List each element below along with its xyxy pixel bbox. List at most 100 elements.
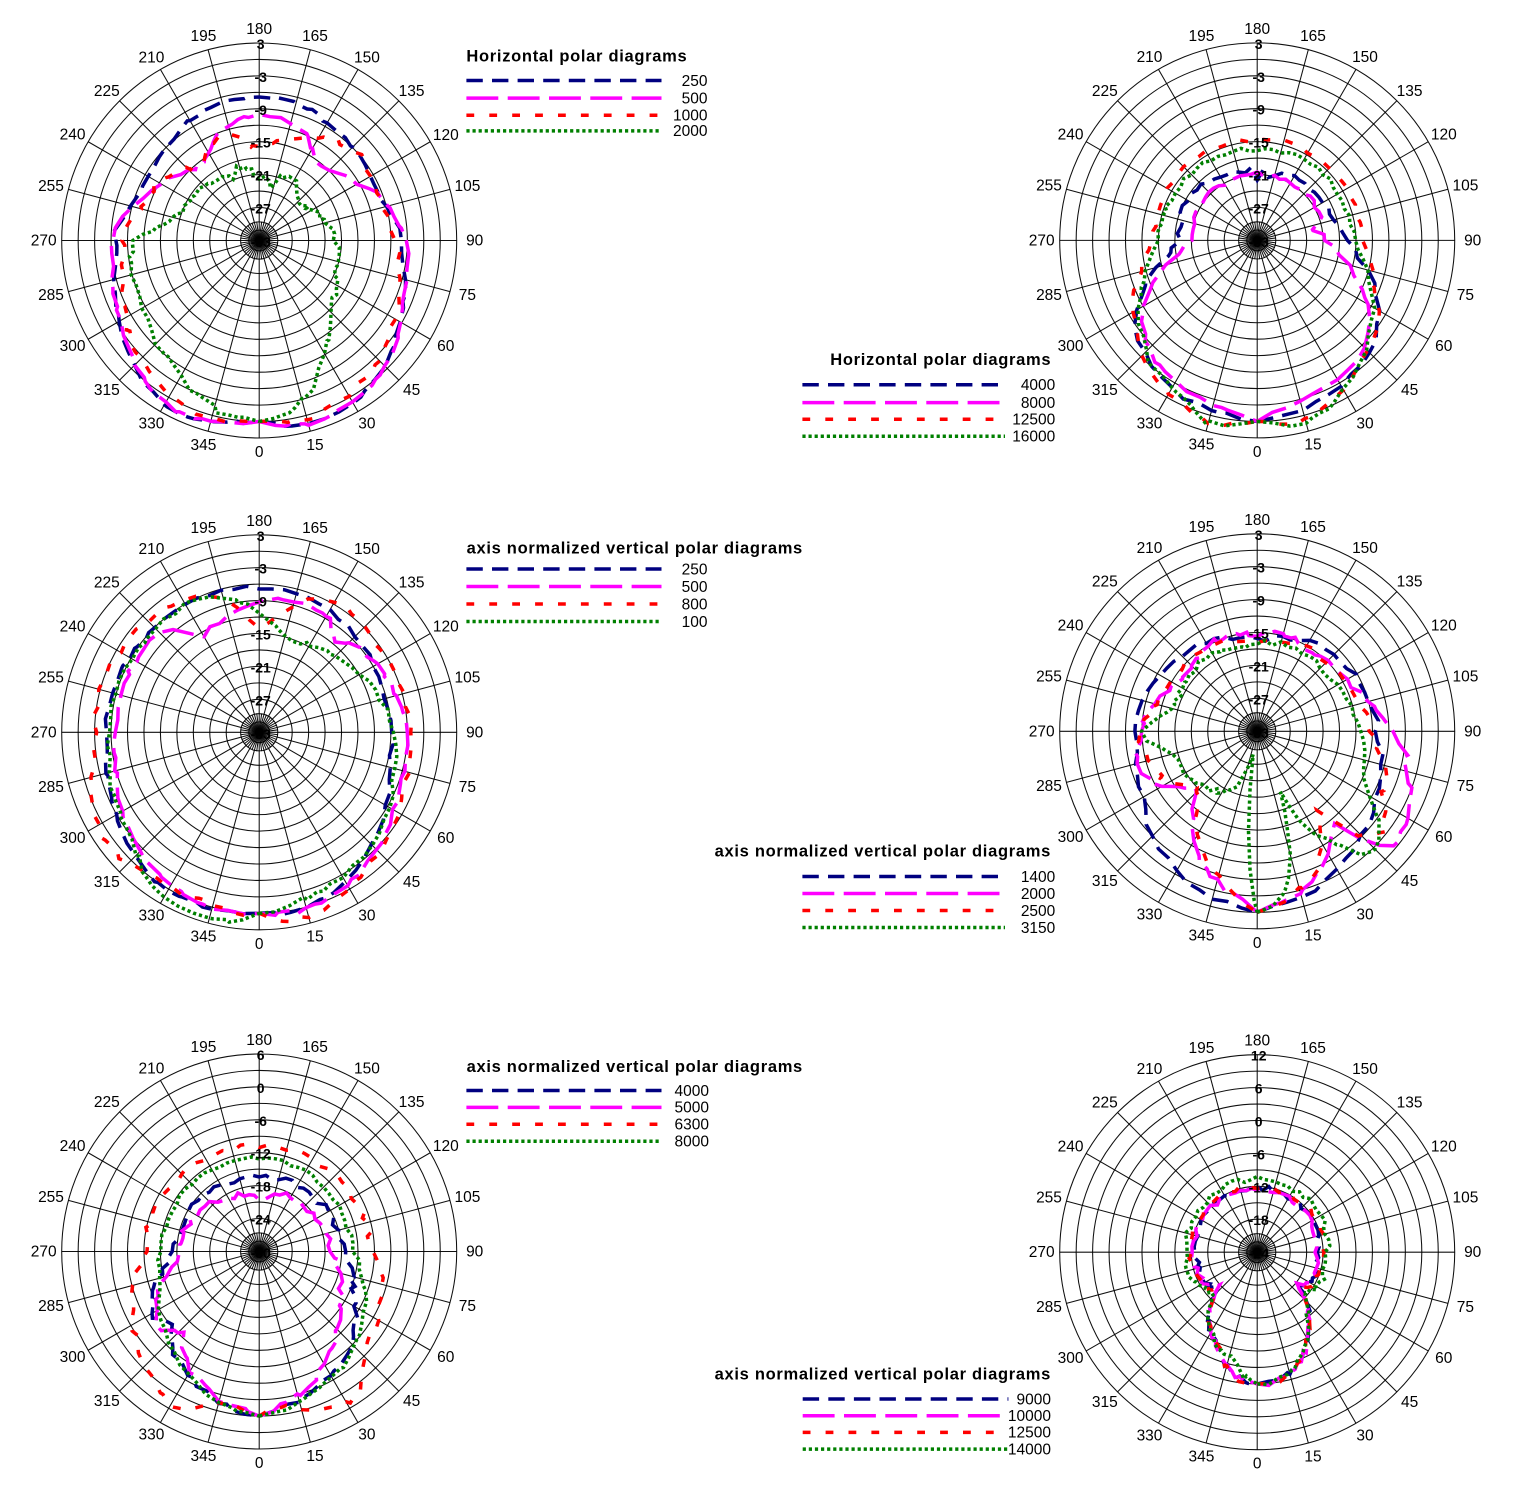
svg-text:240: 240 [1058, 1139, 1084, 1156]
svg-text:-27: -27 [1249, 691, 1269, 707]
svg-text:150: 150 [1352, 49, 1378, 66]
svg-text:285: 285 [1036, 287, 1062, 304]
svg-text:165: 165 [1300, 28, 1326, 45]
svg-text:-15: -15 [1249, 626, 1269, 642]
svg-text:-24: -24 [1249, 1246, 1269, 1262]
svg-text:-18: -18 [251, 1179, 271, 1195]
svg-text:-21: -21 [1249, 168, 1269, 184]
svg-text:90: 90 [1464, 232, 1482, 249]
svg-text:12500: 12500 [1012, 412, 1055, 429]
svg-text:75: 75 [459, 779, 476, 796]
svg-text:345: 345 [1188, 1449, 1214, 1466]
svg-text:255: 255 [38, 178, 64, 195]
svg-text:330: 330 [138, 908, 164, 925]
svg-text:270: 270 [1029, 1244, 1055, 1261]
svg-text:315: 315 [1092, 382, 1118, 399]
svg-text:345: 345 [1188, 437, 1214, 454]
svg-text:-33: -33 [1249, 725, 1269, 741]
svg-text:0: 0 [1253, 935, 1262, 952]
svg-text:150: 150 [354, 1060, 380, 1077]
svg-text:180: 180 [1244, 512, 1270, 529]
svg-text:210: 210 [1137, 49, 1163, 66]
svg-text:-3: -3 [1252, 560, 1265, 576]
svg-text:180: 180 [246, 21, 272, 38]
svg-text:180: 180 [1244, 21, 1270, 38]
svg-text:75: 75 [1457, 1299, 1474, 1316]
svg-text:0: 0 [257, 1080, 265, 1096]
svg-text:120: 120 [433, 1138, 459, 1155]
svg-text:45: 45 [1401, 1394, 1418, 1411]
svg-text:180: 180 [1244, 1033, 1270, 1050]
svg-text:60: 60 [1435, 829, 1453, 846]
svg-text:285: 285 [38, 1298, 64, 1315]
svg-text:225: 225 [1092, 574, 1118, 591]
svg-text:16000: 16000 [1012, 429, 1055, 446]
svg-text:-27: -27 [1249, 200, 1269, 216]
svg-text:255: 255 [1036, 669, 1062, 686]
svg-text:330: 330 [138, 1427, 164, 1444]
svg-text:195: 195 [190, 28, 216, 45]
svg-text:8000: 8000 [675, 1134, 710, 1151]
svg-text:30: 30 [1356, 416, 1374, 433]
svg-text:135: 135 [1397, 83, 1423, 100]
svg-text:285: 285 [1036, 778, 1062, 795]
svg-text:165: 165 [302, 28, 328, 45]
svg-text:315: 315 [94, 1393, 120, 1410]
svg-text:2000: 2000 [1021, 886, 1056, 903]
svg-text:4000: 4000 [1021, 377, 1056, 394]
svg-text:315: 315 [94, 382, 120, 399]
svg-text:225: 225 [94, 83, 120, 100]
svg-text:315: 315 [1092, 873, 1118, 890]
svg-text:90: 90 [1464, 1244, 1482, 1261]
svg-text:300: 300 [60, 830, 86, 847]
svg-text:0: 0 [255, 444, 264, 461]
svg-text:100: 100 [682, 614, 708, 631]
svg-text:-9: -9 [1252, 102, 1265, 118]
svg-text:105: 105 [1452, 178, 1478, 195]
svg-text:60: 60 [1435, 338, 1453, 355]
svg-text:-27: -27 [251, 692, 271, 708]
svg-text:180: 180 [246, 1032, 272, 1049]
svg-text:90: 90 [466, 1244, 484, 1261]
svg-text:60: 60 [437, 338, 455, 355]
svg-text:225: 225 [94, 1094, 120, 1111]
svg-text:15: 15 [1304, 928, 1321, 945]
svg-text:300: 300 [1058, 1350, 1084, 1367]
svg-text:-15: -15 [251, 627, 271, 643]
svg-text:345: 345 [190, 929, 216, 946]
svg-text:75: 75 [1457, 287, 1474, 304]
svg-text:-3: -3 [254, 561, 267, 577]
svg-text:4000: 4000 [675, 1083, 710, 1100]
svg-text:285: 285 [38, 287, 64, 304]
svg-text:240: 240 [1058, 127, 1084, 144]
svg-text:axis normalized vertical polar: axis normalized vertical polar diagrams [467, 540, 803, 558]
svg-text:300: 300 [60, 338, 86, 355]
svg-text:3: 3 [257, 528, 265, 544]
svg-text:3: 3 [1255, 527, 1263, 543]
svg-text:315: 315 [1092, 1394, 1118, 1411]
svg-text:300: 300 [60, 1349, 86, 1366]
svg-text:120: 120 [1431, 1139, 1457, 1156]
svg-text:75: 75 [1457, 778, 1474, 795]
svg-text:-6: -6 [254, 1113, 267, 1129]
svg-text:-30: -30 [251, 1245, 271, 1261]
svg-text:60: 60 [437, 830, 455, 847]
svg-text:-24: -24 [251, 1212, 271, 1228]
svg-text:300: 300 [1058, 338, 1084, 355]
svg-text:45: 45 [403, 874, 420, 891]
svg-text:75: 75 [459, 287, 476, 304]
svg-text:315: 315 [94, 874, 120, 891]
svg-text:45: 45 [1401, 382, 1418, 399]
svg-text:30: 30 [358, 908, 376, 925]
svg-text:15: 15 [306, 437, 323, 454]
svg-text:150: 150 [1352, 1061, 1378, 1078]
svg-text:3: 3 [1255, 36, 1263, 52]
svg-text:30: 30 [358, 416, 376, 433]
svg-text:6300: 6300 [675, 1117, 710, 1134]
svg-text:255: 255 [1036, 1190, 1062, 1207]
svg-text:800: 800 [682, 596, 708, 613]
svg-text:180: 180 [246, 513, 272, 530]
svg-text:255: 255 [1036, 178, 1062, 195]
svg-text:30: 30 [1356, 907, 1374, 924]
svg-text:255: 255 [38, 670, 64, 687]
